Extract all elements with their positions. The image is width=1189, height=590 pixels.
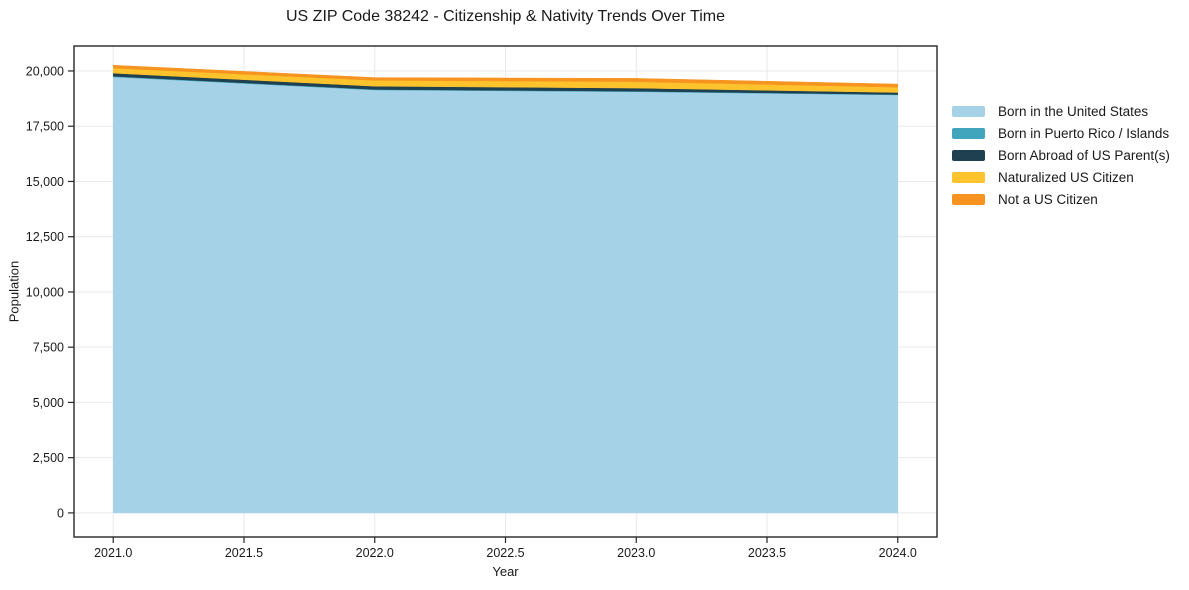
legend-label: Born in the United States	[998, 104, 1149, 119]
y-tick-label: 5,000	[33, 396, 64, 410]
y-tick-label: 12,500	[26, 230, 64, 244]
legend-label: Born in Puerto Rico / Islands	[998, 126, 1170, 141]
legend-swatch-icon	[952, 128, 985, 139]
legend: Born in the United States Born in Puerto …	[952, 103, 1170, 208]
legend-swatch-icon	[952, 194, 985, 205]
area-series-4	[112, 64, 899, 88]
x-tick-label: 2023.5	[748, 546, 786, 560]
x-tick-label: 2023.0	[617, 546, 655, 560]
y-tick-label: 10,000	[26, 285, 64, 299]
legend-label: Not a US Citizen	[998, 192, 1098, 207]
legend-label: Naturalized US Citizen	[998, 170, 1134, 185]
x-axis-label: Year	[492, 564, 519, 579]
x-tick-label: 2022.5	[486, 546, 524, 560]
y-tick-label: 17,500	[26, 120, 64, 134]
legend-swatch-icon	[952, 150, 985, 161]
legend-label: Born Abroad of US Parent(s)	[998, 148, 1170, 163]
x-tick-label: 2021.0	[94, 546, 132, 560]
legend-swatch-icon	[952, 172, 985, 183]
legend-item-1: Born in Puerto Rico / Islands	[952, 125, 1170, 142]
y-tick-label: 20,000	[26, 64, 64, 78]
y-tick-label: 2,500	[33, 451, 64, 465]
x-tick-label: 2024.0	[879, 546, 917, 560]
x-tick-label: 2021.5	[225, 546, 263, 560]
y-axis-label: Population	[6, 260, 22, 323]
y-tick-label: 0	[57, 506, 64, 520]
legend-item-0: Born in the United States	[952, 103, 1170, 120]
chart-title: US ZIP Code 38242 - Citizenship & Nativi…	[286, 8, 725, 25]
legend-item-3: Naturalized US Citizen	[952, 169, 1170, 186]
x-tick-label: 2022.0	[356, 546, 394, 560]
y-tick-label: 15,000	[26, 175, 64, 189]
legend-item-2: Born Abroad of US Parent(s)	[952, 147, 1170, 164]
legend-item-4: Not a US Citizen	[952, 191, 1170, 208]
y-tick-label: 7,500	[33, 341, 64, 355]
legend-swatch-icon	[952, 106, 985, 117]
area-series-0	[112, 76, 899, 514]
